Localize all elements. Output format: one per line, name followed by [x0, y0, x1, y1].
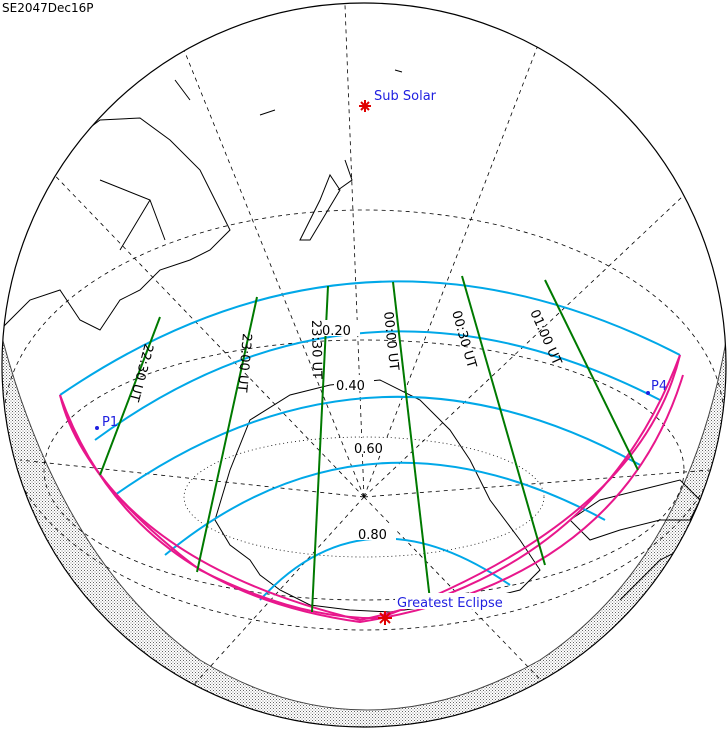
magnitude-lines — [59, 280, 681, 601]
magnitude-label: 0.80 — [358, 528, 387, 543]
magnitude-label: 0.20 — [322, 324, 351, 339]
greatest-eclipse-marker: Greatest Eclipse — [378, 593, 519, 625]
penumbral-limits — [59, 354, 684, 624]
magnitude-line-040 — [114, 395, 641, 496]
p4-label: P4 — [651, 379, 667, 394]
antarctica-outline — [214, 379, 541, 613]
time-label: 23:30 UT — [308, 320, 324, 379]
time-label: 23:00 UT — [234, 333, 254, 393]
australia-outline — [2, 117, 231, 331]
p4-marker: P4 — [646, 379, 667, 395]
new-zealand-outline — [299, 159, 353, 241]
p1-label: P1 — [102, 415, 118, 430]
p1-marker: P1 — [95, 415, 118, 430]
magnitude-label: 0.40 — [336, 379, 365, 394]
magnitude-line-020 — [94, 330, 661, 441]
sub-solar-marker: Sub Solar — [359, 89, 437, 112]
outer-limit-line — [59, 280, 681, 396]
map-title: SE2047Dec16P — [2, 1, 94, 15]
magnitude-line-060 — [164, 461, 606, 556]
time-lines — [99, 275, 639, 613]
sub-solar-label: Sub Solar — [374, 89, 437, 104]
greatest-eclipse-label: Greatest Eclipse — [397, 596, 503, 611]
time-label: 00:00 UT — [380, 311, 401, 371]
magnitude-label: 0.60 — [354, 442, 383, 457]
